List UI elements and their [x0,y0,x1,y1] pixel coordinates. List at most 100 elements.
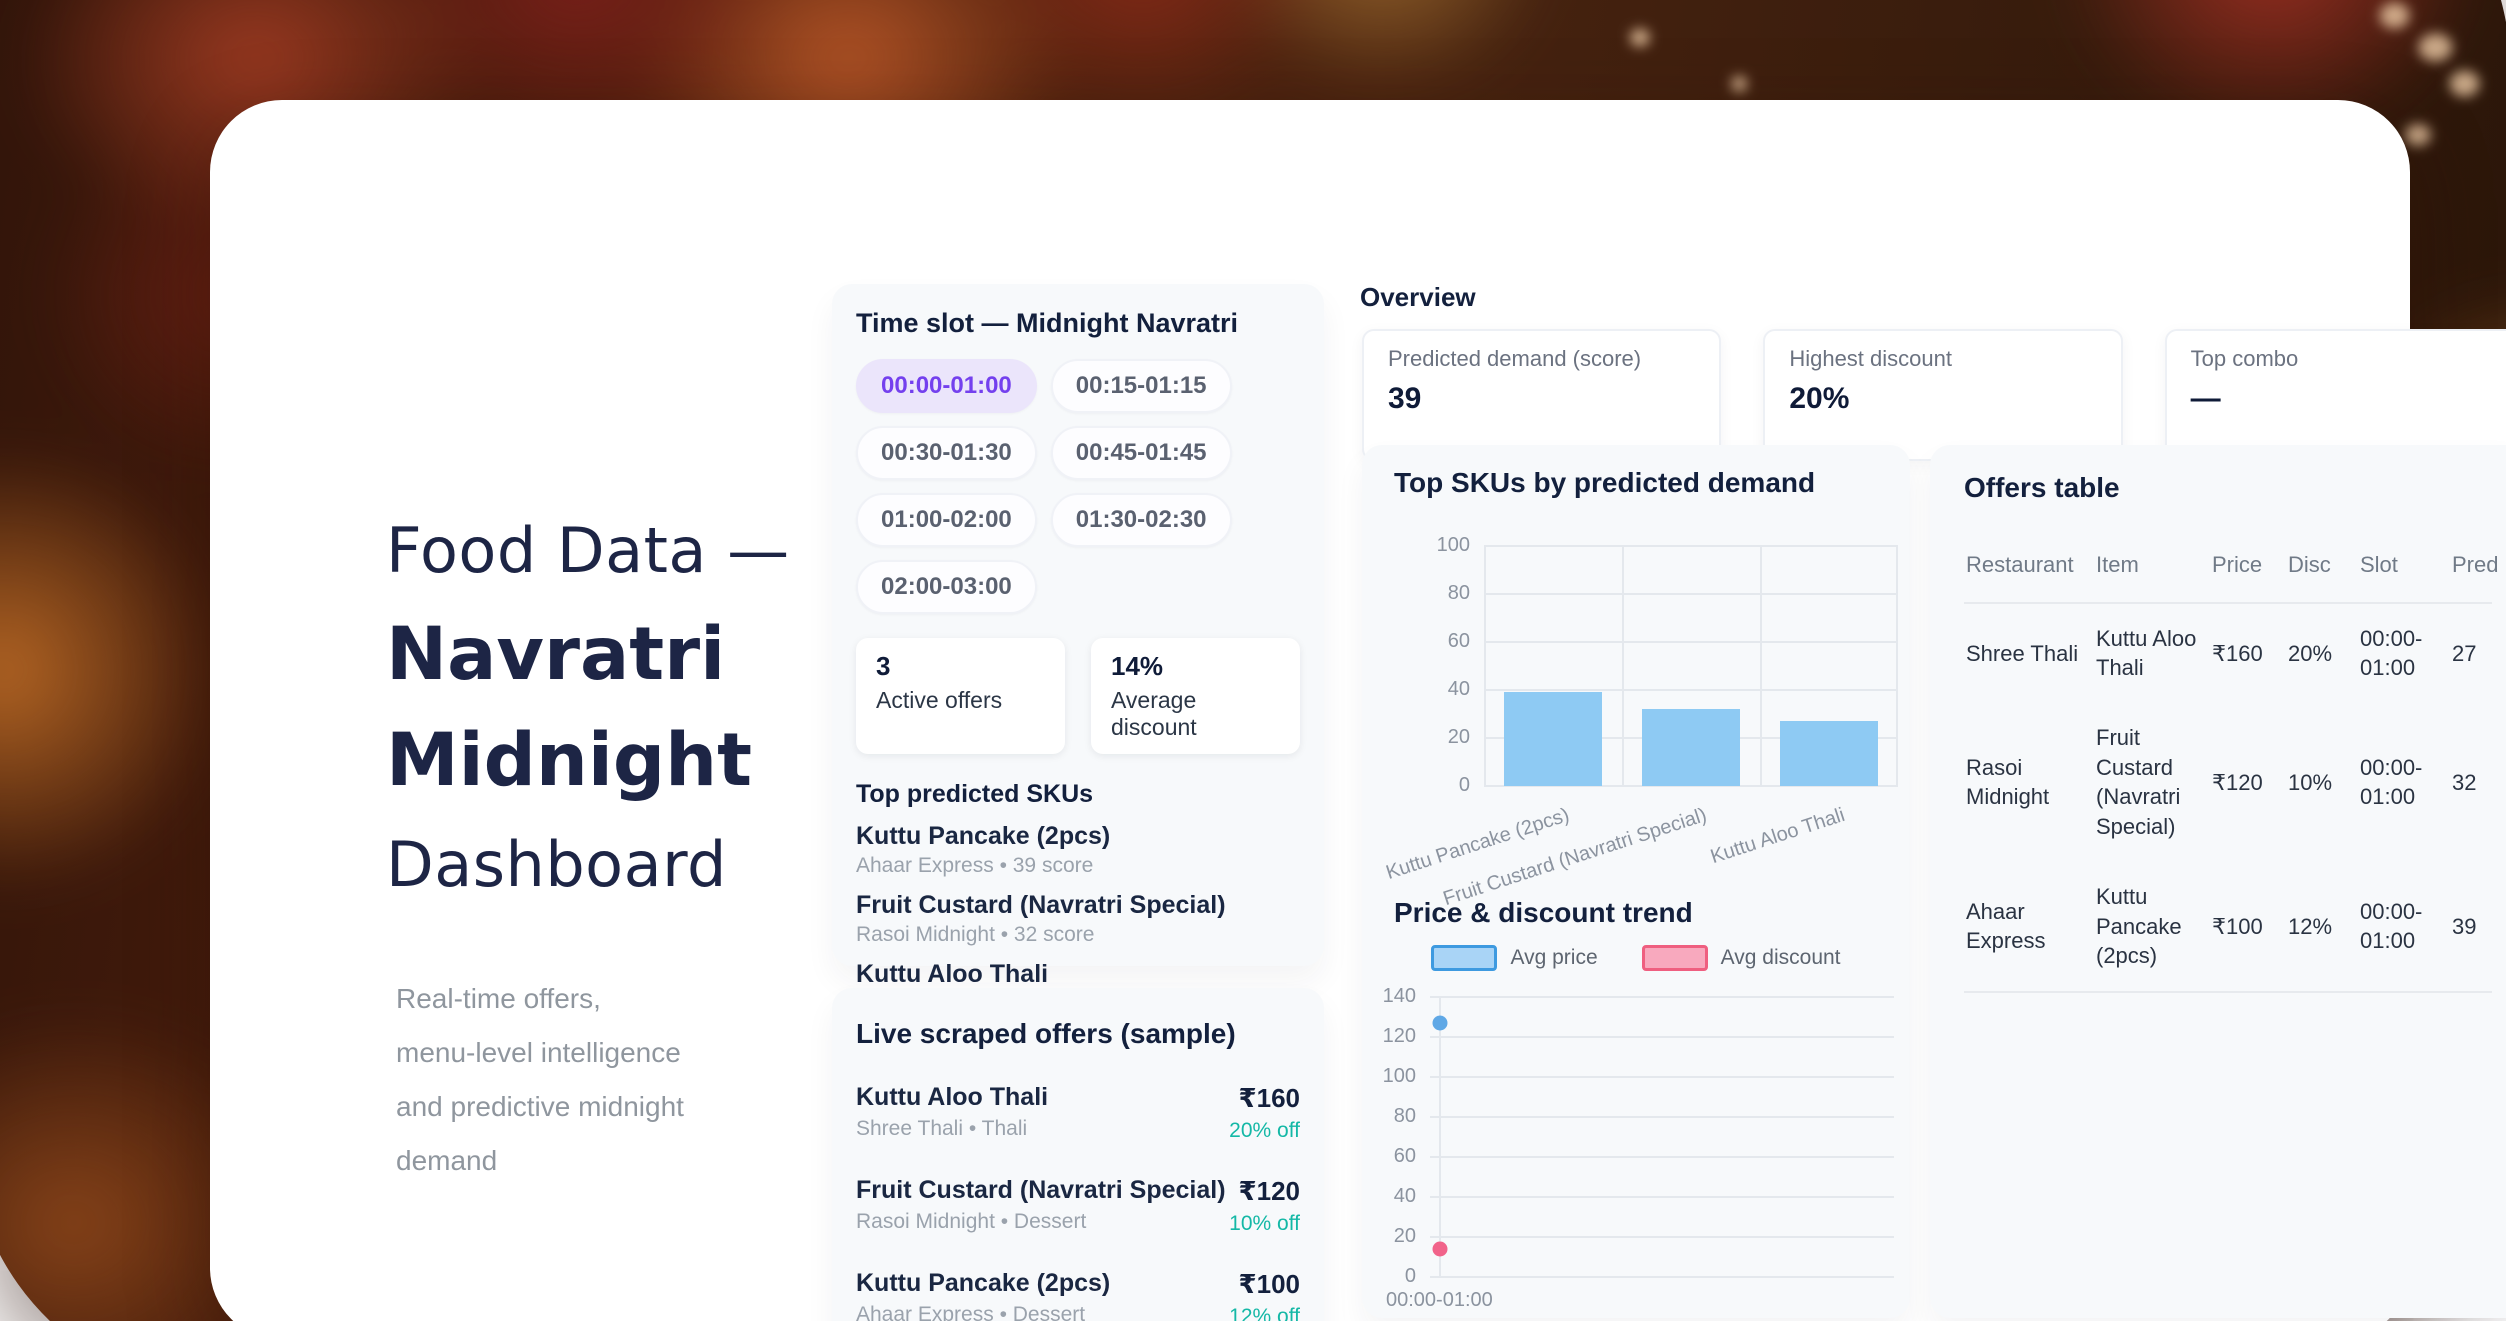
gridline [1484,593,1898,595]
cell-item: Fruit Custard (Navratri Special) [2096,725,2181,840]
y-tick: 80 [1393,1105,1416,1127]
bar-chart: 0 20 40 60 80 100 Kuttu Pancake (2pcs) Fruit Cu… [1383,534,1898,910]
overview-heading: Overview [1360,282,1476,312]
predicted-demand-card: Predicted demand (score) 39 [1362,329,1722,461]
gridline [1430,1116,1894,1118]
y-tick: 80 [1447,582,1470,604]
data-point-avg-price [1432,1015,1448,1031]
gridline [1430,1276,1894,1278]
cell-pred: 39 [2452,913,2477,939]
y-tick: 140 [1382,985,1416,1007]
legend-item-avg-discount[interactable]: Avg discount [1641,945,1841,971]
y-tick: 40 [1447,678,1470,700]
offer-meta: Shree Thali • Thali [856,1117,1028,1140]
cell-item: Kuttu Aloo Thali [2096,625,2197,681]
card-value: — [2190,382,2221,415]
table-row: Rasoi Midnight Fruit Custard (Navratri S… [1964,703,2492,862]
card-label: Top combo [2190,346,2299,371]
time-slot-panel: Time slot — Midnight Navratri 00:00-01:0… [832,284,1324,1015]
sku-item: Kuttu Pancake (2pcs) Ahaar Express • 39 … [856,822,1300,878]
y-tick: 100 [1382,1065,1416,1087]
cell-price: ₹120 [2212,769,2263,795]
gridline [1622,546,1624,786]
offer-name: Kuttu Pancake (2pcs) [856,1269,1111,1297]
sku-name: Kuttu Pancake (2pcs) [856,822,1111,850]
offer-meta: Rasoi Midnight • Dessert [856,1210,1087,1233]
offer-info: Kuttu Pancake (2pcs) Ahaar Express • Des… [856,1269,1110,1321]
cell-slot: 00:00-01:00 [2360,898,2423,954]
offer-price: ₹100 [1238,1269,1300,1299]
offer-name: Fruit Custard (Navratri Special) [856,1176,1226,1204]
gridline [1430,1036,1894,1038]
time-slot-chips: 00:00-01:00 00:15-01:15 00:30-01:30 00:4… [856,359,1300,614]
cell-disc: 20% [2288,640,2333,666]
legend-label: Avg discount [1720,946,1841,969]
bar [1780,721,1878,786]
offer-price: ₹160 [1238,1083,1300,1113]
time-slot-chip[interactable]: 00:30-01:30 [856,426,1037,480]
sku-item: Fruit Custard (Navratri Special) Rasoi M… [856,891,1300,947]
bar [1504,692,1602,786]
cell-restaurant: Shree Thali [1966,640,2079,666]
time-slot-chip[interactable]: 00:15-01:15 [1050,359,1232,413]
time-slot-chip[interactable]: 02:00-03:00 [856,560,1037,614]
subtitle-line: demand [396,1145,498,1176]
highest-discount-card: Highest discount 20% [1763,329,2123,461]
trend-x-label: 00:00-01:00 [1386,1289,1493,1311]
cell-item: Kuttu Pancake (2pcs) [2096,883,2182,969]
y-tick: 120 [1382,1025,1416,1047]
offers-table: Restaurant Item Price Disc Slot Pred Shr… [1964,550,2498,993]
top-skus-heading: Top predicted SKUs [856,780,1094,808]
subtitle-line: and predictive midnight [396,1091,684,1122]
active-offers-label: Active offers [876,687,1003,713]
y-tick: 100 [1436,534,1470,556]
sku-name: Kuttu Aloo Thali [856,960,1049,988]
cell-restaurant: Rasoi Midnight [1966,754,2050,810]
offer-discount: 10% off [1229,1212,1300,1235]
offer-info: Kuttu Aloo Thali Shree Thali • Thali [856,1083,1048,1141]
offer-pricing: ₹120 10% off [1229,1176,1300,1236]
bar-x-label: Fruit Custard (Navratri Special) [1440,804,1710,911]
gridline [1430,1236,1894,1238]
cell-slot: 00:00-01:00 [2360,625,2423,681]
col-price: Price [2212,552,2263,577]
table-header-row: Restaurant Item Price Disc Slot Pred [1964,550,2498,604]
offer-meta: Ahaar Express • Dessert [856,1303,1086,1321]
gridline [1430,1076,1894,1078]
gridline [1484,545,1898,547]
gridline [1484,546,1486,786]
offers-table-title: Offers table [1964,472,2120,503]
col-slot: Slot [2360,552,2398,577]
time-slot-chip[interactable]: 00:45-01:45 [1050,426,1232,480]
cell-disc: 12% [2288,913,2333,939]
sku-meta: Ahaar Express • 39 score [856,854,1094,877]
gridline [1484,689,1898,691]
col-disc: Disc [2288,552,2331,577]
col-pred: Pred [2452,552,2499,577]
live-offers-panel: Live scraped offers (sample) Kuttu Aloo … [832,988,1324,1321]
time-slot-chip[interactable]: 00:00-01:00 [856,359,1037,413]
offer-row: Fruit Custard (Navratri Special) Rasoi M… [856,1176,1300,1236]
gridline [1484,785,1898,787]
cell-pred: 27 [2452,640,2477,666]
page-subtitle: Real-time offers, menu-level intelligenc… [386,972,826,1188]
bar-chart-title: Top SKUs by predicted demand [1394,467,1816,498]
offer-row: Kuttu Aloo Thali Shree Thali • Thali ₹16… [856,1083,1300,1143]
table-row: Shree Thali Kuttu Aloo Thali ₹160 20% 00… [1964,604,2492,703]
average-discount-label: Average discount [1111,687,1197,740]
time-slot-chip[interactable]: 01:30-02:30 [1050,493,1232,547]
time-slot-chip[interactable]: 01:00-02:00 [856,493,1037,547]
subtitle-line: Real-time offers, [396,983,601,1014]
sku-meta: Rasoi Midnight • 32 score [856,923,1095,946]
col-item: Item [2096,552,2139,577]
legend-label: Avg price [1510,946,1598,969]
title-line-4: Dashboard [386,828,727,901]
card-value: 39 [1388,382,1422,415]
bar [1642,709,1740,786]
legend-item-avg-price[interactable]: Avg price [1431,945,1598,971]
offer-discount: 12% off [1229,1305,1300,1321]
gridline [1439,997,1441,1277]
dashboard-card: Food Data — Navratri Midnight Dashboard … [210,100,2506,1321]
y-tick: 60 [1447,630,1470,652]
